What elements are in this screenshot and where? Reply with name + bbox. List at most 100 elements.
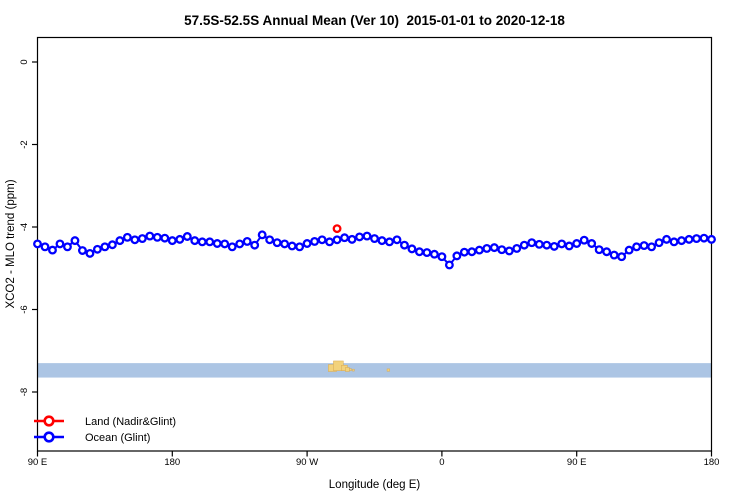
data-point (280, 239, 290, 249)
plot-border (36, 36, 713, 452)
data-point (459, 247, 469, 257)
x-tick-label: 180 (164, 457, 180, 468)
data-point (332, 224, 342, 234)
data-point (504, 246, 514, 256)
data-point (482, 243, 492, 253)
data-point (130, 235, 140, 245)
data-series (33, 224, 716, 270)
data-point (227, 242, 237, 252)
data-point (609, 250, 619, 260)
data-point (557, 239, 567, 249)
data-point (100, 242, 110, 252)
data-point (310, 236, 320, 246)
data-point (617, 252, 627, 262)
x-tick-label: 90 E (28, 457, 48, 468)
data-point (474, 245, 484, 255)
data-point (77, 246, 87, 255)
data-point (167, 236, 177, 246)
data-point (122, 232, 132, 242)
data-point (370, 234, 379, 243)
legend: Land (Nadir&Glint) Ocean (Glint) (34, 415, 176, 444)
data-point (594, 245, 604, 255)
data-point (587, 239, 597, 248)
data-point (332, 235, 342, 245)
data-point (497, 245, 507, 255)
data-point (92, 244, 102, 254)
data-point (400, 240, 409, 250)
data-point (549, 241, 559, 251)
data-point (677, 236, 686, 246)
data-point (407, 244, 417, 254)
data-point (287, 241, 297, 251)
data-point (85, 248, 95, 258)
data-point (519, 240, 529, 250)
x-tick-label: 90 W (296, 457, 318, 468)
y-tick-label: -2 (19, 140, 30, 148)
data-point (175, 234, 185, 244)
data-point (160, 233, 170, 243)
data-point (325, 237, 335, 247)
data-point (220, 239, 230, 249)
data-point (467, 247, 477, 257)
data-point (107, 240, 117, 250)
land-segment (345, 367, 350, 372)
data-point (197, 237, 207, 247)
data-point (40, 242, 50, 252)
data-point (115, 236, 125, 246)
data-point (385, 237, 394, 247)
chart-title: 57.5S-52.5S Annual Mean (Ver 10) 2015-01… (184, 13, 565, 28)
data-point (632, 242, 642, 252)
data-point (669, 237, 679, 247)
data-point (272, 238, 282, 248)
data-point (429, 249, 439, 259)
data-point (692, 234, 701, 243)
data-point (512, 243, 522, 253)
data-point (602, 247, 612, 257)
y-tick-label: -6 (19, 305, 30, 313)
data-point (377, 236, 387, 246)
land-segment (349, 368, 352, 371)
data-point (48, 245, 57, 255)
data-point (235, 239, 245, 249)
data-point (572, 239, 582, 248)
data-point (145, 231, 155, 241)
data-point (347, 234, 357, 244)
data-point (639, 241, 649, 251)
data-point (137, 234, 147, 243)
data-point (662, 234, 672, 244)
legend-item-label: Land (Nadir&Glint) (85, 416, 176, 428)
data-point (647, 242, 657, 252)
data-point (654, 238, 664, 248)
data-point (242, 236, 252, 246)
latitude-band-map (37, 360, 712, 378)
data-point (340, 233, 349, 243)
y-axis-label: XCO2 - MLO trend (ppm) (5, 179, 17, 308)
data-point (534, 239, 544, 249)
data-point (444, 260, 454, 270)
x-tick-label: 180 (704, 457, 720, 468)
data-point (265, 235, 275, 245)
data-point (564, 241, 574, 251)
land-segment (386, 368, 390, 372)
data-point (699, 233, 709, 243)
data-point (257, 230, 267, 240)
y-tick-label: 0 (19, 59, 30, 64)
data-point (63, 242, 72, 252)
data-point (684, 234, 694, 244)
data-point (355, 232, 364, 242)
data-point (489, 243, 499, 253)
data-point (152, 232, 162, 242)
data-point (437, 252, 447, 262)
data-point (527, 238, 537, 248)
data-point (190, 236, 200, 246)
data-point (33, 239, 42, 249)
land-segment (352, 368, 355, 372)
y-tick-label: -4 (19, 223, 30, 231)
data-point (212, 239, 222, 248)
y-tick-label: -8 (19, 388, 30, 396)
data-point (422, 248, 432, 258)
data-point (205, 237, 215, 247)
legend-marker-circle (43, 415, 55, 427)
